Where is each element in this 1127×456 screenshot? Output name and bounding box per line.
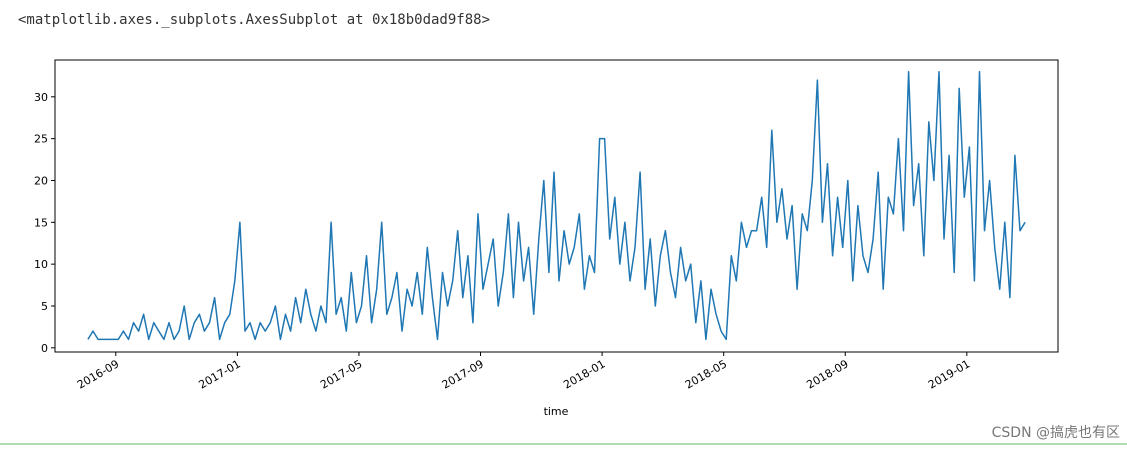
y-tick-label: 25 bbox=[34, 133, 48, 146]
x-axis-label: time bbox=[544, 405, 569, 418]
x-tick-label: 2018-05 bbox=[683, 357, 729, 391]
x-tick-label: 2018-09 bbox=[804, 357, 850, 391]
x-tick-label: 2017-05 bbox=[318, 357, 364, 391]
y-tick-label: 10 bbox=[34, 258, 48, 271]
x-tick-label: 2017-01 bbox=[197, 357, 243, 391]
x-tick-label: 2017-09 bbox=[440, 357, 486, 391]
y-tick-label: 15 bbox=[34, 216, 48, 229]
x-tick-label: 2019-01 bbox=[926, 357, 972, 391]
watermark: CSDN @搞虎也有区 bbox=[992, 425, 1120, 441]
data-line bbox=[87, 70, 1026, 341]
y-tick-label: 5 bbox=[41, 300, 48, 313]
axes-frame bbox=[54, 59, 1059, 353]
y-tick-label: 20 bbox=[34, 174, 48, 187]
x-tick-label: 2016-09 bbox=[75, 357, 121, 391]
y-tick-label: 0 bbox=[41, 342, 48, 355]
y-tick-label: 30 bbox=[34, 91, 48, 104]
x-tick-label: 2018-01 bbox=[561, 357, 607, 391]
output-text: <matplotlib.axes._subplots.AxesSubplot a… bbox=[18, 12, 490, 28]
